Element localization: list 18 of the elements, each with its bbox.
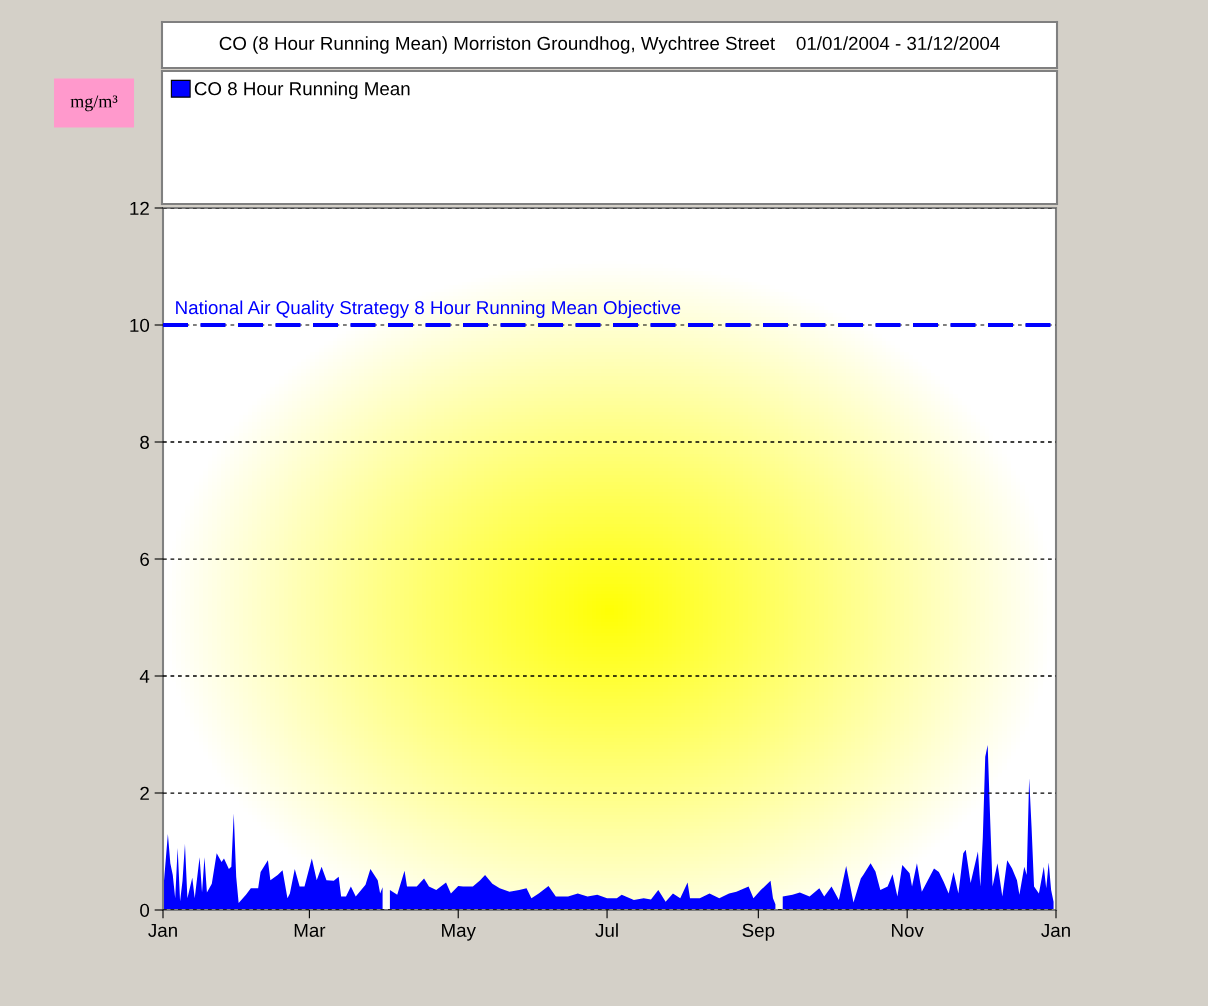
y-tick-label: 8 [140,435,149,449]
x-tick-label: Nov [892,923,924,937]
x-tick-label: Jul [595,923,618,937]
text: mg/m³ [70,95,118,112]
y-tick-label: 4 [139,669,150,683]
x-tick-label: Sep [742,923,775,941]
x-tick-label: Jan [1041,923,1070,937]
x-tick-label: Mar [294,923,326,937]
legend-label: CO 8 Hour Running Mean [194,81,410,100]
x-tick-label: May [442,923,476,941]
y-tick-label: 0 [140,903,150,917]
y-tick-label: 6 [140,552,149,566]
ref-line-label: National Air Quality Strategy 8 Hour Running Mean Objective [176,300,681,318]
chart-title: CO (8 Hour Running Mean) Morriston Groundhog, Wychtree Street 01/01/2004 - 31/12/2004 [219,36,1000,54]
y-tick-label: 10 [130,318,150,332]
x-tick-label: Jan [148,923,177,937]
y-tick-label: 12 [130,201,149,215]
y-tick-label: 2 [140,786,149,800]
